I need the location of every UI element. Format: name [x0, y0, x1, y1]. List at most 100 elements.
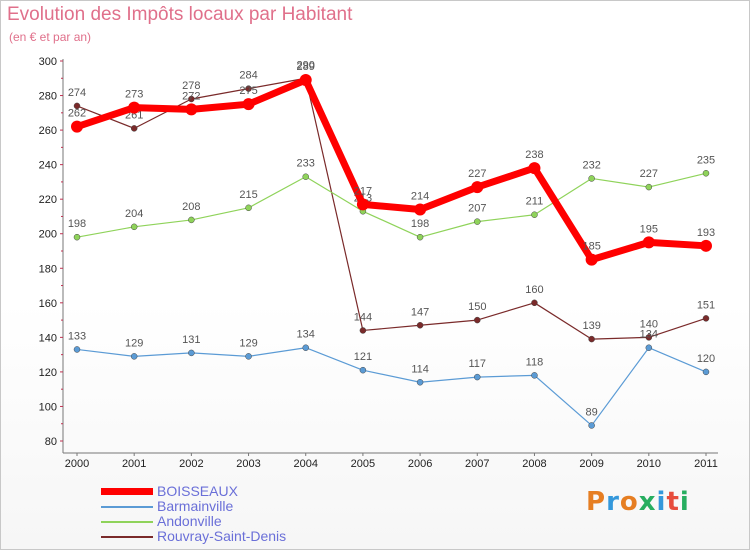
- data-point-boisseaux: [356, 198, 369, 211]
- data-label-rouvray-saint-denis: 144: [354, 311, 372, 323]
- legend-swatch-andonville: [101, 521, 153, 523]
- data-label-rouvray-saint-denis: 284: [239, 70, 257, 82]
- data-label-rouvray-saint-denis: 290: [297, 59, 315, 71]
- data-point-barmainville: [188, 349, 195, 357]
- legend-label-rouvray: Rouvray-Saint-Denis: [157, 528, 287, 544]
- series-line-andonville: [76, 172, 707, 238]
- x-tick-label: 2009: [579, 458, 603, 470]
- data-point-andonville: [474, 218, 481, 225]
- series-line-boisseaux: [73, 76, 710, 264]
- x-tick-label: 2000: [65, 458, 89, 470]
- data-label-rouvray-saint-denis: 140: [640, 318, 658, 330]
- logo-letter: i: [656, 487, 667, 517]
- data-label-rouvray-saint-denis: 278: [182, 80, 200, 92]
- data-point-andonville: [130, 223, 138, 231]
- logo-letter: t: [666, 487, 680, 517]
- data-label-rouvray-saint-denis: 274: [68, 87, 86, 99]
- data-label-boisseaux: 289: [297, 61, 315, 73]
- data-label-andonville: 227: [640, 168, 658, 180]
- data-point-andonville: [245, 204, 252, 212]
- data-point-rouvray-saint-denis: [130, 125, 138, 132]
- data-point-andonville: [73, 233, 81, 241]
- logo-letter: o: [619, 487, 639, 517]
- data-label-rouvray-saint-denis: 151: [697, 299, 715, 311]
- logo-letter: P: [586, 487, 607, 517]
- data-label-rouvray-saint-denis: 150: [468, 301, 486, 313]
- data-point-barmainville: [302, 344, 309, 351]
- data-point-rouvray-saint-denis: [245, 85, 252, 92]
- data-point-andonville: [531, 211, 538, 218]
- data-point-rouvray-saint-denis: [359, 327, 367, 334]
- data-point-barmainville: [531, 372, 538, 379]
- x-tick-label: 2003: [236, 458, 260, 470]
- data-label-barmainville: 121: [354, 351, 372, 363]
- data-point-barmainville: [588, 422, 595, 429]
- logo-letter: i: [679, 487, 690, 517]
- data-label-boisseaux: 262: [68, 108, 86, 120]
- data-label-barmainville: 120: [697, 353, 715, 365]
- chart-subtitle: (en € et par an): [9, 30, 92, 44]
- data-point-boisseaux: [700, 239, 712, 252]
- data-label-barmainville: 117: [468, 358, 486, 370]
- data-point-rouvray-saint-denis: [416, 322, 424, 329]
- y-tick-label: 180: [39, 263, 57, 275]
- legend-label-andonville: Andonville: [157, 513, 222, 529]
- proxiti-logo: Proxiti: [586, 487, 690, 517]
- data-point-boisseaux: [299, 74, 312, 86]
- x-tick-label: 2007: [465, 458, 489, 470]
- x-tick-label: 2001: [122, 458, 146, 470]
- x-tick-label: 2006: [408, 458, 432, 470]
- data-point-rouvray-saint-denis: [474, 316, 481, 324]
- x-tick-label: 2005: [351, 458, 375, 470]
- data-point-rouvray-saint-denis: [188, 95, 195, 103]
- data-point-boisseaux: [642, 236, 655, 249]
- data-label-andonville: 198: [68, 218, 86, 230]
- data-label-barmainville: 129: [239, 337, 257, 349]
- chart-title: Evolution des Impôts locaux par Habitant: [7, 4, 353, 25]
- data-label-boisseaux: 193: [697, 227, 715, 239]
- data-label-boisseaux: 275: [239, 85, 257, 97]
- legend-label-barmainville: Barmainville: [157, 498, 234, 514]
- data-label-andonville: 233: [297, 158, 315, 170]
- data-point-boisseaux: [242, 98, 255, 111]
- data-label-barmainville: 129: [125, 337, 143, 349]
- data-point-rouvray-saint-denis: [73, 102, 81, 110]
- y-tick-label: 260: [39, 125, 57, 137]
- data-point-barmainville: [130, 353, 138, 360]
- data-label-boisseaux: 227: [468, 168, 486, 180]
- data-label-andonville: 235: [697, 154, 715, 166]
- y-tick-label: 200: [39, 229, 57, 241]
- data-point-barmainville: [474, 373, 481, 381]
- y-tick-label: 160: [39, 298, 57, 310]
- x-tick-label: 2004: [293, 458, 317, 470]
- logo-letter: r: [606, 487, 620, 517]
- y-tick-label: 240: [39, 160, 57, 172]
- data-label-boisseaux: 217: [354, 185, 372, 197]
- data-point-barmainville: [245, 353, 252, 360]
- data-label-boisseaux: 185: [582, 241, 600, 253]
- x-tick-label: 2008: [522, 458, 546, 470]
- logo-letter: x: [638, 487, 657, 517]
- data-point-andonville: [416, 233, 424, 241]
- data-point-barmainville: [645, 344, 653, 351]
- data-point-boisseaux: [471, 181, 484, 194]
- series-line-rouvray-saint-denis: [76, 77, 707, 340]
- data-label-barmainville: 133: [68, 330, 86, 342]
- data-point-boisseaux: [585, 253, 598, 266]
- data-label-andonville: 207: [468, 203, 486, 215]
- data-point-barmainville: [359, 366, 367, 374]
- y-tick-label: 80: [45, 436, 57, 448]
- data-label-andonville: 204: [125, 208, 143, 220]
- x-tick-label: 2011: [694, 458, 718, 470]
- data-point-andonville: [645, 183, 653, 191]
- data-label-andonville: 211: [526, 196, 544, 208]
- data-point-rouvray-saint-denis: [531, 299, 538, 307]
- x-tick-label: 2010: [637, 458, 661, 470]
- y-tick-label: 220: [39, 194, 57, 206]
- x-tick-label: 2002: [179, 458, 203, 470]
- data-label-barmainville: 134: [297, 329, 315, 341]
- data-label-barmainville: 134: [640, 329, 658, 341]
- y-tick-label: 100: [39, 401, 57, 413]
